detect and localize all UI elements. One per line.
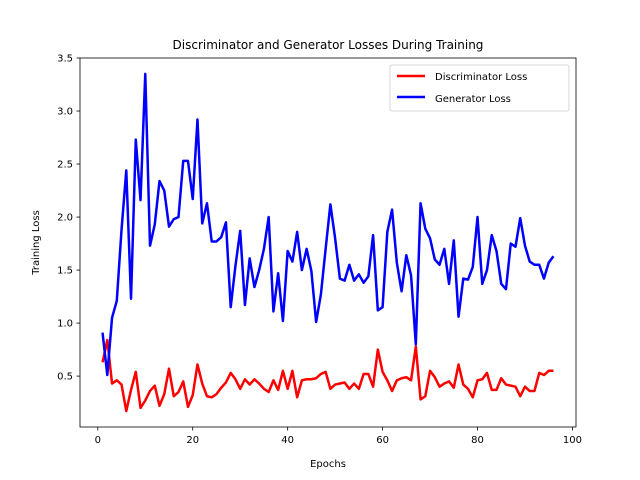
x-tick-label: 100: [563, 435, 582, 446]
legend-label-discriminator: Discriminator Loss: [435, 72, 527, 83]
y-axis-label: Training Loss: [31, 210, 42, 276]
legend-label-generator: Generator Loss: [435, 94, 511, 105]
x-tick-label: 0: [95, 435, 101, 446]
series-line-discriminator: [101, 338, 554, 413]
legend: Discriminator Loss Generator Loss: [389, 64, 570, 112]
series-line-generator: [101, 72, 555, 377]
y-tick-label: 2.5: [57, 160, 73, 171]
plot-area: [101, 72, 555, 413]
x-tick-label: 20: [186, 435, 199, 446]
x-tick-label: 40: [281, 435, 294, 446]
chart-title: Discriminator and Generator Losses Durin…: [173, 38, 484, 52]
x-tick-label: 80: [471, 435, 484, 446]
y-axis: 0.5 1.0 1.5 2.0 2.5 3.0 3.5: [57, 54, 80, 383]
y-tick-label: 1.5: [57, 266, 73, 277]
y-tick-label: 1.0: [57, 319, 73, 330]
legend-box: [389, 64, 570, 112]
x-axis-label: Epochs: [310, 459, 346, 470]
x-tick-label: 60: [376, 435, 389, 446]
x-axis: 0 20 40 60 80 100: [95, 427, 582, 446]
axes-frame: [79, 57, 577, 428]
y-tick-label: 0.5: [57, 372, 73, 383]
y-tick-label: 2.0: [57, 213, 73, 224]
y-tick-label: 3.5: [57, 54, 73, 65]
y-tick-label: 3.0: [57, 107, 73, 118]
